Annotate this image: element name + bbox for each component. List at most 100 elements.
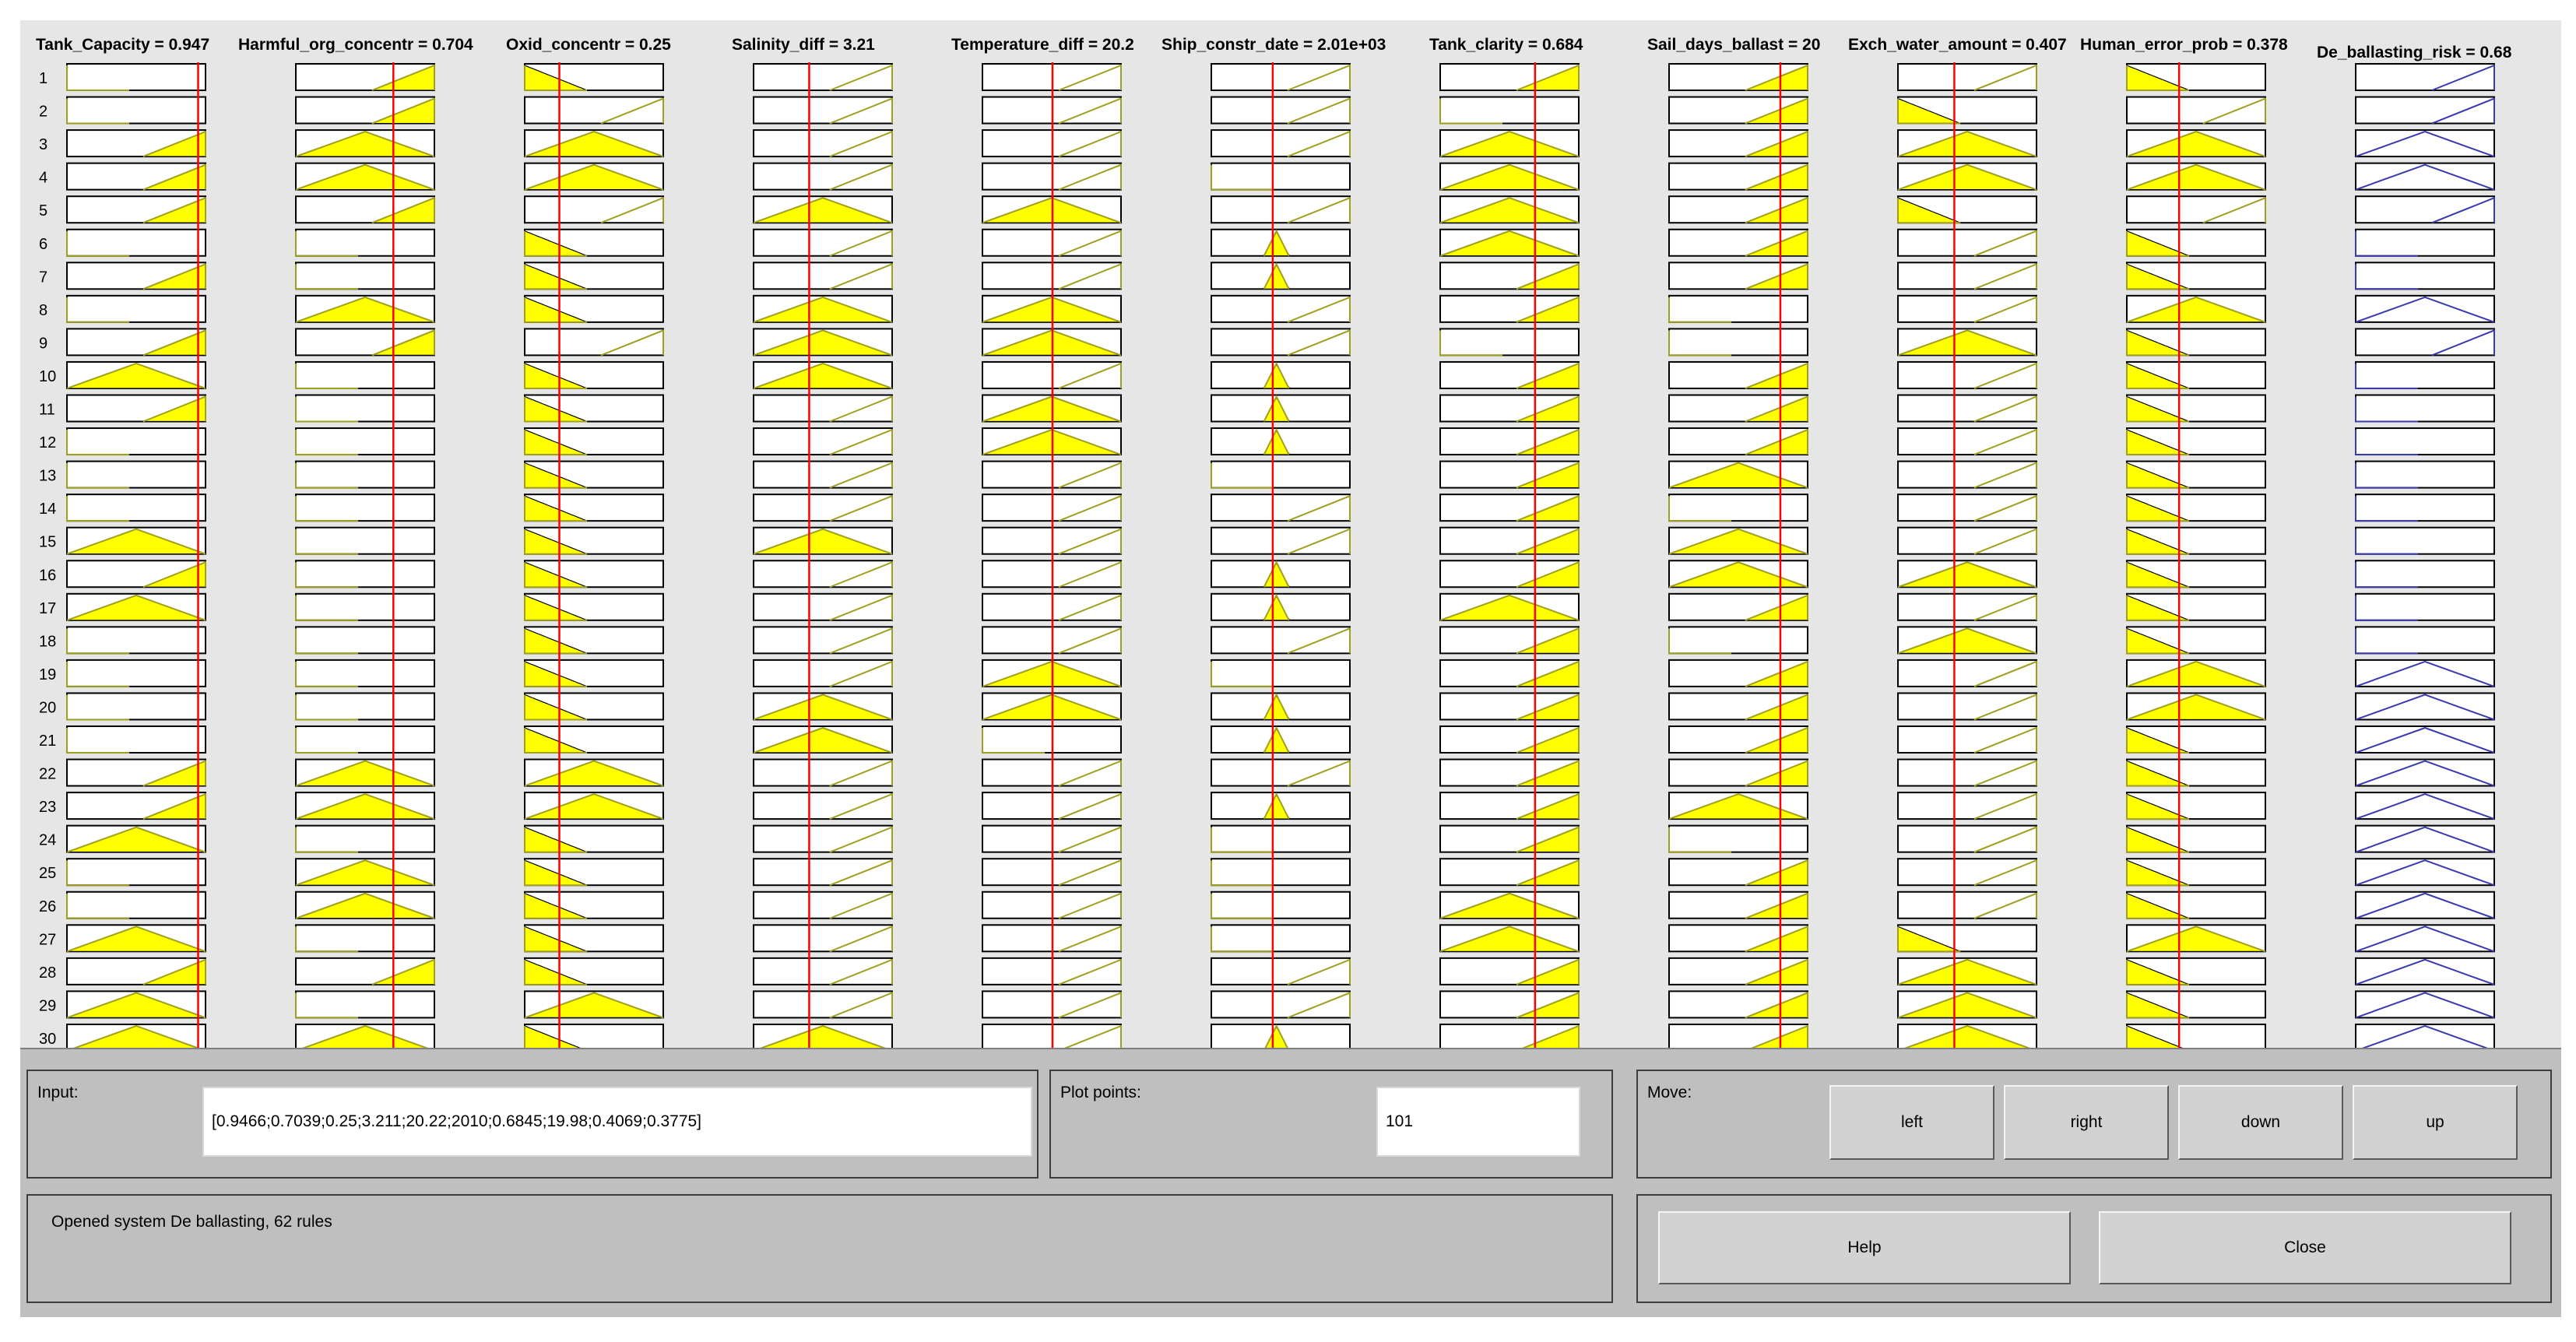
input-mf-box: [1897, 494, 2037, 522]
membership-function-line: [66, 826, 206, 853]
membership-function-line: [2126, 430, 2190, 456]
membership-function-line: [1058, 130, 1122, 158]
membership-function-line: [2126, 1025, 2128, 1048]
membership-function-line: [1668, 528, 1808, 555]
membership-function-line: [829, 760, 893, 787]
membership-function-line: [295, 892, 435, 919]
fired-membership-area: [2126, 594, 2265, 621]
membership-function-line: [142, 792, 206, 820]
input-mf-box: [295, 592, 435, 621]
move-left-button[interactable]: left: [1829, 1085, 1994, 1160]
input-mf-box: [66, 858, 206, 887]
membership-function-line: [1668, 462, 1808, 489]
close-button[interactable]: Close: [2099, 1211, 2511, 1284]
membership-function-line: [1516, 792, 1580, 820]
input-mf-box: [753, 162, 893, 191]
membership-function-line: [1745, 130, 1808, 158]
membership-function-line: [1668, 330, 1732, 357]
fired-membership-area: [1897, 197, 2037, 223]
membership-function-line: [295, 562, 359, 588]
membership-function-line: [1745, 726, 1808, 754]
membership-function-line: [2355, 892, 2495, 919]
output-mf-box: [2355, 162, 2495, 191]
plot-points-field[interactable]: 101: [1376, 1087, 1580, 1157]
membership-function-line: [829, 494, 893, 522]
move-down-button[interactable]: down: [2178, 1085, 2343, 1160]
fired-membership-area: [2126, 1025, 2183, 1048]
membership-function-line: [2126, 529, 2190, 555]
fired-membership-area: [2126, 627, 2266, 654]
input-mf-box: [295, 494, 435, 522]
input-mf-box: [753, 460, 893, 489]
input-mf-box: [753, 824, 893, 853]
fired-membership-area: [2126, 263, 2265, 290]
membership-function-line: [1973, 859, 2037, 887]
membership-function-line: [66, 297, 130, 323]
input-mf-box: [2126, 195, 2266, 224]
input-mf-box: [1897, 460, 2037, 489]
membership-function-line: [1058, 64, 1122, 91]
membership-function-line: [524, 430, 588, 456]
membership-function-line: [1745, 925, 1808, 953]
membership-function-line: [1668, 496, 1732, 522]
membership-function-line: [2355, 628, 2419, 655]
membership-function-line: [1745, 859, 1808, 887]
membership-function-line: [1973, 362, 2037, 389]
input-mf-box: [66, 63, 206, 91]
membership-function-line: [1745, 64, 1808, 91]
input-mf-box: [295, 394, 435, 423]
membership-function-line: [2355, 363, 2419, 389]
membership-function-line: [1897, 131, 2037, 158]
input-mf-box: [753, 427, 893, 456]
help-close-panel: Help Close: [1636, 1194, 2552, 1303]
membership-function-line: [1516, 627, 1580, 655]
membership-function-line: [66, 728, 130, 754]
membership-function-line: [1745, 693, 1808, 721]
input-field[interactable]: [0.9466;0.7039;0.25;3.211;20.22;2010;0.6…: [202, 1087, 1032, 1157]
membership-function-line: [66, 230, 130, 257]
fired-membership-area: [524, 1025, 581, 1048]
membership-function-line: [1751, 1024, 1808, 1048]
membership-function-line: [2126, 926, 2266, 953]
rules-plot-area: Tank_Capacity = 0.947 Harmful_org_concent…: [36, 36, 2512, 1048]
membership-function-line: [2355, 562, 2419, 588]
input-mf-box: [295, 526, 435, 555]
membership-function-line: [295, 628, 359, 655]
membership-function-line: [1439, 330, 1503, 357]
membership-function-line: [1973, 64, 2037, 91]
membership-function-line: [1058, 925, 1122, 953]
membership-function-line: [1058, 528, 1122, 555]
fired-membership-area: [2126, 892, 2266, 919]
membership-function-line: [2355, 958, 2495, 985]
input-mf-box: [1668, 494, 1808, 522]
input-mf-box: [1897, 891, 2037, 919]
membership-function-line: [524, 793, 664, 820]
membership-function-line: [1439, 230, 1580, 257]
membership-function-line: [1516, 958, 1580, 985]
membership-function-line: [1973, 760, 2037, 787]
rule-number: 22: [39, 766, 56, 783]
membership-function-line: [1439, 926, 1580, 953]
membership-function-line: [1973, 528, 2037, 555]
input-mf-box: [1668, 626, 1808, 655]
fired-membership-area: [1897, 97, 2037, 125]
move-up-button[interactable]: up: [2353, 1085, 2518, 1160]
membership-function-line: [1058, 627, 1122, 655]
rule-number: 21: [39, 732, 56, 750]
plot-points-panel: Plot points: 101: [1049, 1070, 1613, 1179]
membership-function-line: [524, 230, 588, 257]
membership-function-line: [1516, 262, 1580, 290]
membership-function-line: [142, 262, 206, 290]
help-button[interactable]: Help: [1658, 1211, 2071, 1284]
membership-function-line: [142, 760, 206, 787]
input-mf-box: [753, 63, 893, 91]
membership-function-line: [1516, 991, 1580, 1019]
membership-function-line: [524, 661, 588, 687]
membership-function-line: [1904, 1024, 2030, 1048]
input-mf-box: [1211, 294, 1351, 323]
input-mf-box: [295, 262, 435, 290]
membership-function-line: [1058, 859, 1122, 887]
fired-membership-area: [1897, 926, 2037, 952]
move-right-button[interactable]: right: [2004, 1085, 2169, 1160]
input-mf-box: [524, 96, 664, 125]
